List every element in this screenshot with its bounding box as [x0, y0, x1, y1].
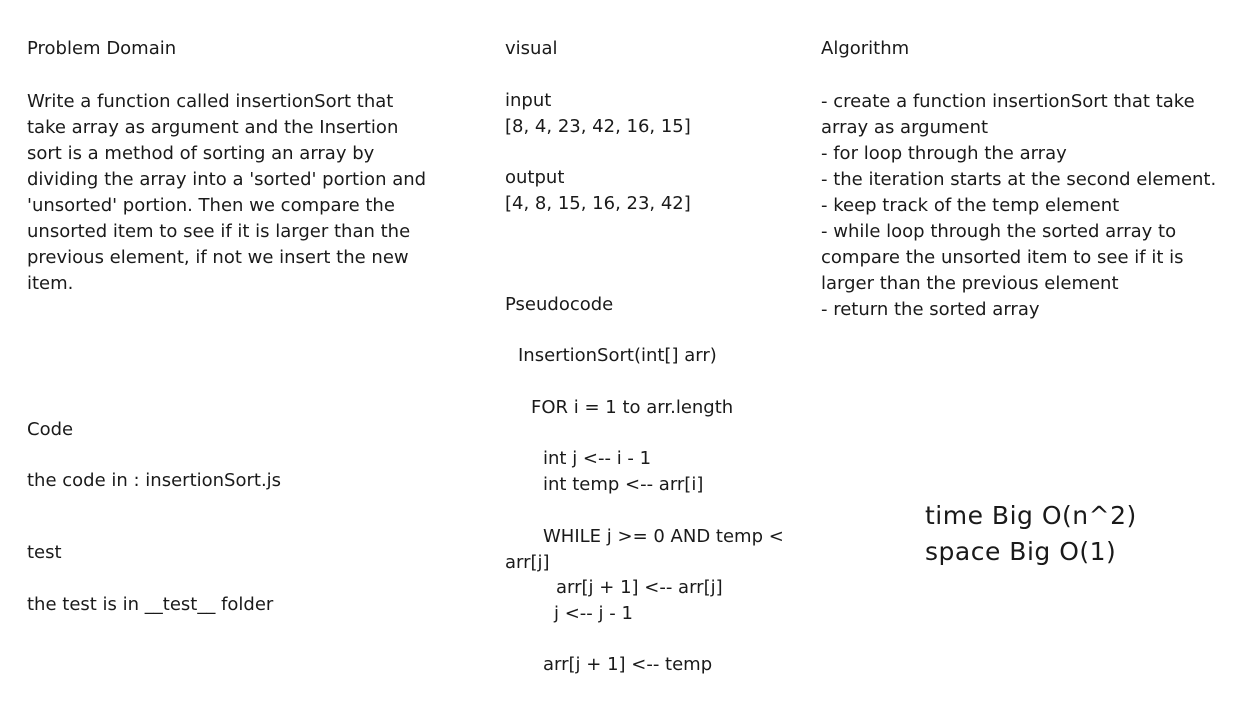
pseudocode-heading: Pseudocode — [505, 294, 614, 315]
algorithm-heading: Algorithm — [821, 38, 910, 59]
output-label: output — [505, 167, 565, 188]
pseudocode-line: WHILE j >= 0 AND temp < — [543, 526, 784, 547]
time-complexity: time Big O(n^2) — [925, 501, 1137, 530]
problem-domain-text: Write a function called insertionSort th… — [27, 91, 432, 294]
pseudocode-line: arr[j] — [505, 552, 550, 573]
problem-domain-heading: Problem Domain — [27, 38, 177, 59]
pseudocode-line: InsertionSort(int[] arr) — [518, 345, 717, 366]
input-value: [8, 4, 23, 42, 16, 15] — [505, 116, 691, 137]
space-complexity: space Big O(1) — [925, 537, 1117, 566]
code-text: the code in : insertionSort.js — [27, 470, 282, 491]
visual-heading: visual — [505, 38, 558, 59]
pseudocode-line: arr[j + 1] <-- arr[j] — [556, 577, 723, 598]
pseudocode-line: arr[j + 1] <-- temp — [543, 654, 713, 675]
algorithm-text: - create a function insertionSort that t… — [821, 91, 1217, 320]
test-heading: test — [27, 542, 62, 563]
pseudocode-line: j <-- j - 1 — [554, 603, 633, 624]
output-value: [4, 8, 15, 16, 23, 42] — [505, 193, 691, 214]
test-text: the test is in __test__ folder — [27, 594, 274, 615]
input-label: input — [505, 90, 552, 111]
code-heading: Code — [27, 419, 74, 440]
pseudocode-line: FOR i = 1 to arr.length — [531, 397, 734, 418]
pseudocode-line: int j <-- i - 1 — [543, 448, 652, 469]
pseudocode-line: int temp <-- arr[i] — [543, 474, 704, 495]
